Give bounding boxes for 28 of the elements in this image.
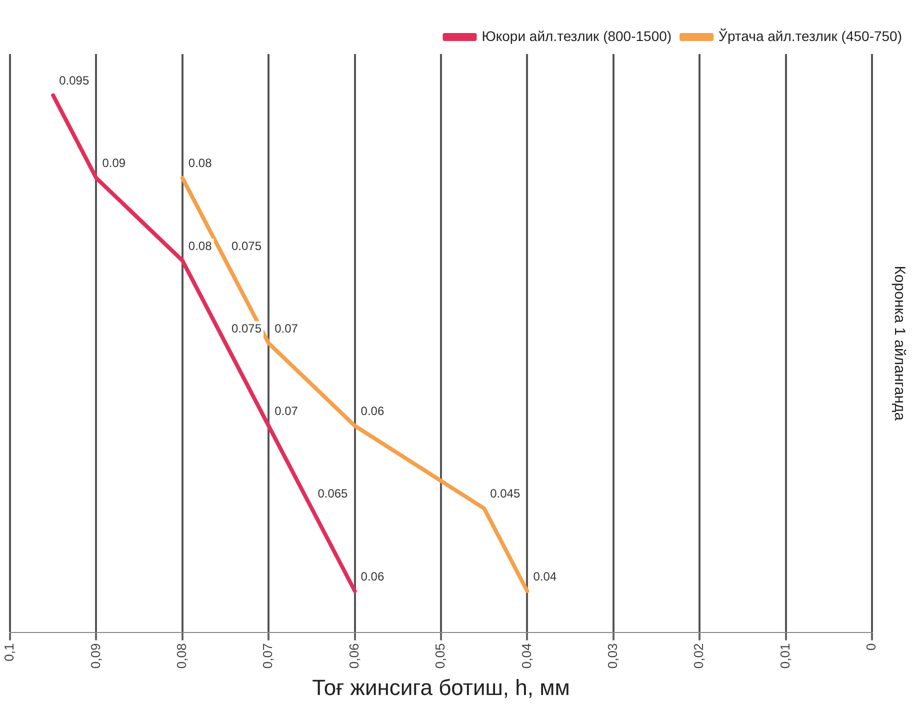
x-axis-title: Тоғ жинсига ботиш, h, мм (312, 674, 570, 700)
x-tick-label: 0,06 (346, 643, 362, 669)
x-tick-label: 0,07 (260, 643, 276, 669)
data-label: 0.07 (274, 404, 298, 418)
legend-label: Ўртача айл.тезлик (450-750) (718, 28, 902, 44)
x-tick-label: 0,05 (432, 643, 448, 669)
data-label: 0.08 (188, 156, 212, 170)
data-label: 0.06 (360, 404, 384, 418)
y-axis-title: Коронка 1 айланганда (890, 266, 908, 422)
data-label: 0.09 (102, 156, 126, 170)
x-tick-label: 0 (864, 643, 879, 651)
x-tick-label: 0,01 (777, 643, 792, 669)
data-label: 0.095 (59, 74, 90, 88)
data-label: 0.065 (318, 486, 348, 501)
x-tick-label: 0,09 (88, 643, 103, 669)
x-tick-label: 0,1 (2, 643, 17, 662)
data-label: 0.075 (232, 238, 262, 253)
x-tick-label: 0,04 (518, 643, 534, 669)
legend-label: Юкори айл.тезлик (800-1500) (482, 28, 672, 44)
data-label: 0.04 (533, 569, 557, 584)
data-label: 0.075 (232, 321, 262, 336)
x-tick-label: 0,03 (604, 643, 620, 669)
data-label: 0.06 (360, 569, 384, 584)
data-label: 0.045 (490, 486, 520, 501)
data-label: 0.08 (188, 238, 212, 253)
data-label: 0.07 (274, 321, 298, 336)
x-tick-label: 0,08 (174, 643, 189, 669)
x-tick-label: 0,02 (691, 643, 706, 669)
